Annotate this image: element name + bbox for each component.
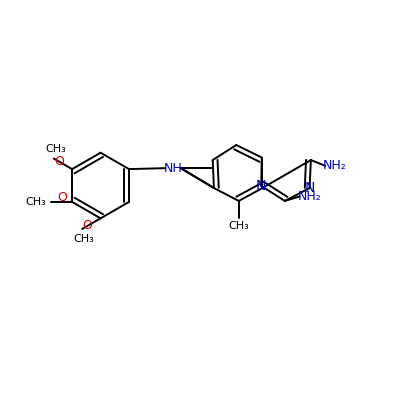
Text: NH: NH bbox=[164, 162, 182, 175]
Text: CH₃: CH₃ bbox=[45, 144, 66, 154]
Text: CH₃: CH₃ bbox=[25, 197, 46, 207]
Text: CH₃: CH₃ bbox=[74, 234, 94, 244]
Text: NH₂: NH₂ bbox=[323, 159, 347, 172]
Text: N: N bbox=[256, 179, 266, 193]
Text: O: O bbox=[54, 155, 64, 168]
Text: N: N bbox=[304, 181, 315, 195]
Text: CH₃: CH₃ bbox=[228, 221, 249, 231]
Text: O: O bbox=[82, 219, 92, 232]
Text: NH₂: NH₂ bbox=[297, 190, 321, 203]
Text: O: O bbox=[57, 191, 67, 204]
